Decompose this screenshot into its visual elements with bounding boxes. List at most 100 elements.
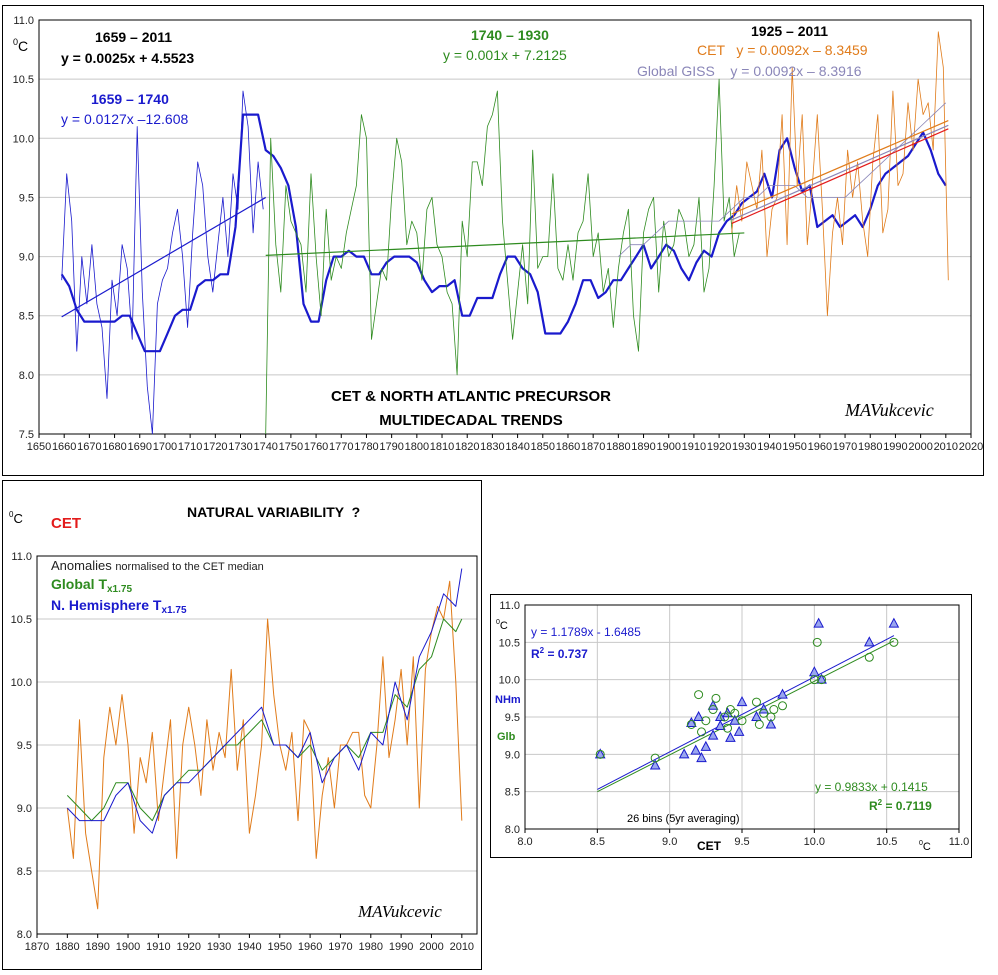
nhm-point [700, 740, 712, 751]
legend-global: Global Tx1.75 [51, 576, 132, 595]
x-tick-label: 1760 [304, 441, 328, 453]
nhm-point [736, 695, 748, 707]
y-tick-label: 8.0 [505, 824, 520, 836]
x-tick-label: 1910 [146, 941, 170, 953]
glb-point [708, 705, 718, 715]
y-tick-label: 10.0 [499, 675, 520, 687]
y-tick-label: 9.5 [19, 192, 34, 204]
glb-point [766, 712, 776, 722]
natural-variability-chart: 8.0 8.5 9.0 9.5 10.0 10.5 11.0 1870 1880 1890 1900… [9, 504, 478, 953]
glb-point [769, 705, 779, 715]
legend-cet: CET [51, 515, 81, 532]
glb-r2: R2 = 0.7119 [869, 798, 932, 813]
nhm-point [765, 718, 777, 729]
annotation-1925-2011-period: 1925 – 2011 [751, 23, 828, 39]
y-tick-label: 8.0 [17, 929, 32, 941]
series-line-blue [66, 568, 463, 834]
x-tick-label: 9.0 [662, 836, 677, 848]
x-tick-label: 1950 [782, 441, 806, 453]
plot-area-frame [36, 555, 478, 935]
nhm-point [678, 748, 690, 759]
series-line-purple [618, 102, 947, 257]
x-tick-label: 1870 [25, 941, 49, 953]
glb-point [730, 708, 740, 718]
x-tick-label: 1930 [207, 941, 231, 953]
nhm-point [714, 719, 726, 730]
legend-anomalies: Anomalies normalised to the CET median [51, 558, 264, 573]
nhm-point [725, 731, 736, 742]
y-tick-label: 8.5 [17, 866, 32, 878]
y-tick-label: 9.5 [17, 740, 32, 752]
annotation-1740-1930-period: 1740 – 1930 [471, 27, 549, 43]
nhm-point [686, 716, 697, 727]
trendline-green [265, 232, 745, 256]
chart-title-line2: MULTIDECADAL TRENDS [379, 412, 563, 429]
x-tick-label: 1700 [153, 441, 177, 453]
x-tick-label: 1840 [505, 441, 529, 453]
y-tick-label: 11.0 [11, 551, 32, 563]
y-tick-label: 7.5 [19, 429, 34, 441]
x-tick-label: 1790 [379, 441, 403, 453]
trendline-orange [731, 119, 949, 215]
y-tick-label: 10.0 [11, 677, 32, 689]
annotation-1659-2011-equation: y = 0.0025x + 4.5523 [61, 50, 194, 66]
x-tick-label: 1660 [52, 441, 76, 453]
y-tick-label: 8.5 [505, 787, 520, 799]
glb-point [737, 716, 747, 726]
x-tick-label: 1730 [228, 441, 252, 453]
x-tick-label: 1870 [581, 441, 605, 453]
y-tick-label: 10.0 [13, 133, 34, 145]
x-tick-label: 1930 [732, 441, 756, 453]
nhm-point [777, 688, 788, 699]
bins-note: 26 bins (5yr averaging) [627, 813, 740, 825]
x-tick-label: 1940 [757, 441, 781, 453]
nhm-point [707, 729, 719, 740]
glb-point [889, 637, 899, 647]
x-tick-label: 1770 [329, 441, 353, 453]
nhm-point [696, 751, 707, 763]
y-tick-label: 10.5 [11, 614, 32, 626]
x-tick-label: 1890 [85, 941, 109, 953]
nh-equation: y = 1.1789x - 1.6485 [531, 625, 641, 639]
series-line-green [265, 78, 740, 435]
x-tick-label: 2020 [959, 441, 983, 453]
plot-area-frame [38, 19, 972, 435]
x-tick-label: 1950 [268, 941, 292, 953]
signature: MAVukcevic [844, 400, 934, 420]
x-axis-label: CET [697, 839, 722, 853]
series-line-blue [60, 113, 947, 353]
y-tick-label: 8.0 [19, 370, 34, 382]
legend-nh: N. Hemisphere Tx1.75 [51, 597, 187, 616]
glb-point [696, 727, 706, 737]
x-tick-label: 10.0 [804, 836, 825, 848]
x-tick-label: 1980 [858, 441, 882, 453]
scatter-panel: 8.0 8.5 9.0 9.5 10.0 10.5 11.0 8.0 8.5 9.0 9.5 10.0… [490, 594, 972, 858]
trendline-blue [61, 196, 267, 318]
y-unit-label: 0C [496, 619, 508, 632]
x-tick-label: 8.5 [590, 836, 605, 848]
annotation-1740-1930-equation: y = 0.001x + 7.2125 [443, 47, 567, 63]
y-tick-label: 9.5 [505, 712, 520, 724]
nhm-point [693, 710, 704, 721]
y-tick-label: 9.0 [17, 803, 32, 815]
glb-label: Glb [497, 731, 516, 743]
y-tick-label: 9.0 [19, 252, 34, 264]
x-tick-label: 2010 [450, 941, 474, 953]
fit-line-blue [597, 635, 895, 790]
series-line-blue [61, 90, 264, 435]
x-tick-label: 1920 [176, 941, 200, 953]
series-line-green [66, 618, 463, 822]
nhm-point [863, 636, 875, 647]
glb-point [694, 690, 704, 700]
nhm-point [813, 617, 825, 628]
x-tick-label: 1780 [354, 441, 378, 453]
glb-point [812, 637, 822, 647]
nhm-point [809, 666, 820, 677]
nhm-point [729, 714, 741, 725]
y-tick-label: 9.0 [505, 749, 520, 761]
x-tick-label: 1960 [298, 941, 322, 953]
x-tick-label: 1750 [279, 441, 303, 453]
glb-point [864, 652, 874, 662]
main-chart-panel: 7.5 8.0 8.5 9.0 9.5 10.0 10.5 11.0 1650 1660 1670 1… [2, 5, 984, 476]
